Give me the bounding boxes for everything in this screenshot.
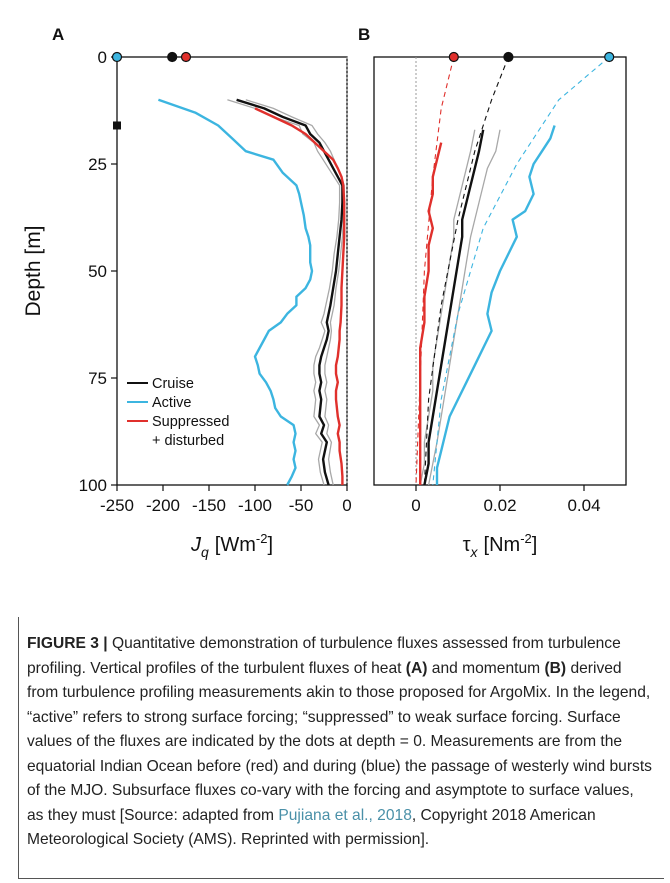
panel-b-fit-line-active — [432, 56, 610, 486]
panel-a-legend: Cruise Active Suppressed + disturbed — [127, 376, 229, 449]
caption-text-2: and momentum — [427, 659, 545, 677]
panel-a-y-tick-label: 25 — [88, 155, 107, 174]
panel-b-momentum-flux: B 0 0.02 0.04 τx [Nm-2] — [358, 25, 627, 560]
panel-a-x-label-main: J — [190, 534, 202, 556]
caption-ref-a: (A) — [405, 659, 428, 677]
caption-text-1: Quantitative demonstration of turbulence… — [27, 635, 621, 677]
panel-a-x-tick-label: -150 — [192, 496, 226, 515]
panel-b-ticks: 0 0.02 0.04 — [411, 485, 601, 515]
panel-b-surface-dot-2 — [503, 51, 514, 63]
panel-a-y-tick-label: 0 — [98, 48, 107, 67]
panel-b-fit-line-cruise — [423, 56, 509, 486]
panel-b-x-label-sub: x — [470, 544, 479, 560]
panel-b-x-tick-label: 0 — [411, 496, 420, 515]
panel-b-x-label-main: τ — [463, 534, 471, 556]
panel-a-surface-dots — [111, 51, 192, 130]
legend-label-disturbed: + disturbed — [152, 433, 224, 449]
caption-ref-b: (B) — [544, 659, 567, 677]
panel-b-x-label-close: ] — [532, 534, 538, 556]
panel-a-y-tick-label: 100 — [79, 476, 107, 495]
panel-a-x-tick-label: -200 — [146, 496, 180, 515]
panel-a-x-label-unit: [Wm — [215, 534, 256, 556]
panel-a-surface-dot-3 — [180, 51, 192, 63]
panel-b-series-line-suppressed-disturbed — [419, 142, 443, 485]
panel-b-x-label: τx [Nm-2] — [463, 531, 538, 560]
panel-b-x-tick-label: 0.02 — [483, 496, 516, 515]
panel-a-series-line-suppressed-disturbed — [254, 107, 346, 485]
panel-a-x-label-close: ] — [267, 534, 273, 556]
panel-a-x-tick-label: -100 — [238, 496, 272, 515]
legend-label-cruise: Cruise — [152, 376, 194, 392]
panel-a-spread-line-2 — [227, 99, 341, 486]
panel-a-surface-dot-2 — [167, 51, 178, 63]
legend-label-suppressed: Suppressed — [152, 414, 229, 430]
figure-3-chart: A -250 -200 -150 -100 -50 0 0 25 50 75 100 Depth [… — [22, 25, 627, 560]
panel-a-x-label: Jq [Wm-2] — [190, 531, 273, 560]
panel-b-surface-dots — [448, 51, 615, 63]
panel-a-x-label-sub: q — [201, 544, 209, 560]
caption-text-3: derived from turbulence profiling measur… — [27, 659, 652, 824]
panel-a-square-marker — [113, 121, 121, 130]
panel-b-x-label-exp: -2 — [520, 531, 532, 546]
caption-text-4: , Copyright 2018 American Meteorological… — [27, 806, 596, 849]
panel-a-series — [158, 98, 346, 486]
panel-a-heat-flux: A -250 -200 -150 -100 -50 0 0 25 50 75 100 Depth [… — [22, 25, 352, 560]
panel-b-spread-line-1 — [427, 129, 501, 486]
panel-b-series-line-cruise — [423, 129, 485, 486]
panel-b-series-line-active — [435, 125, 556, 485]
panel-b-spread-line-2 — [419, 129, 476, 486]
panel-b-series — [415, 56, 610, 486]
panel-a-spread-line-1 — [245, 99, 345, 486]
panel-b-x-label-unit: [Nm — [484, 534, 521, 556]
panel-b-surface-dot-1 — [448, 51, 459, 63]
figure-caption: FIGURE 3 | Quantitative demonstration of… — [27, 632, 652, 853]
panel-b-surface-dot-3 — [604, 51, 615, 63]
caption-source-link[interactable]: Pujiana et al., 2018 — [278, 806, 412, 824]
panel-a-series-line-active — [158, 98, 314, 486]
panel-a-x-tick-label: 0 — [342, 496, 351, 515]
panel-a-y-tick-label: 50 — [88, 262, 107, 281]
panel-a-series-line-cruise — [236, 98, 344, 486]
panel-b-x-tick-label: 0.04 — [567, 496, 600, 515]
panel-a-surface-dot-1 — [111, 51, 123, 63]
panel-b-label: B — [358, 25, 370, 44]
legend-label-active: Active — [152, 395, 192, 411]
panel-a-label: A — [52, 25, 64, 44]
panel-a-y-label: Depth [m] — [22, 225, 45, 316]
caption-figure-label: FIGURE 3 | — [27, 635, 108, 652]
panel-a-y-tick-label: 75 — [88, 369, 107, 388]
panel-a-x-tick-label: -250 — [100, 496, 134, 515]
panel-a-x-label-exp: -2 — [256, 531, 268, 546]
panel-a-x-tick-label: -50 — [289, 496, 314, 515]
caption-frame — [18, 617, 664, 879]
panel-a-ticks: -250 -200 -150 -100 -50 0 0 25 50 75 100 — [79, 48, 352, 515]
